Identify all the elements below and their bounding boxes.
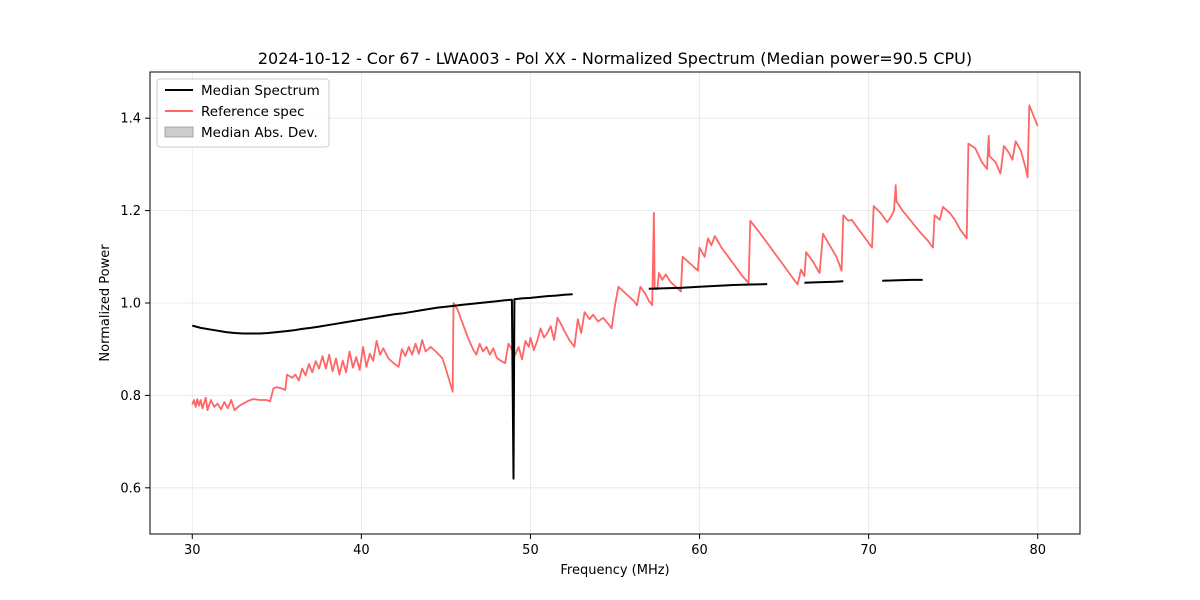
x-tick-label: 50 (522, 543, 539, 558)
grid (150, 72, 1080, 534)
y-tick-label: 1.0 (120, 297, 141, 312)
legend: Median Spectrum Reference spec Median Abs.… (156, 78, 330, 148)
series-line (192, 293, 573, 480)
y-axis-label: Normalized Power (98, 244, 113, 362)
y-tick-label: 0.6 (120, 481, 141, 496)
y-tick-label: 0.8 (120, 389, 141, 404)
x-tick-label: 60 (691, 543, 708, 558)
y-tick-label: 1.4 (120, 112, 141, 127)
legend-label-median-abs-dev-: Median Abs. Dev. (201, 125, 318, 141)
series-line (882, 278, 923, 282)
x-tick-label: 40 (353, 543, 370, 558)
ticks: 30 40 50 60 70 80 0.6 0.8 1.0 1.2 1.4 (120, 112, 1046, 558)
legend-label-median-spectrum: Median Spectrum (201, 83, 320, 99)
legend-box (156, 78, 330, 148)
series-median-spectrum (192, 278, 923, 480)
chart-title: 2024-10-12 - Cor 67 - LWA003 - Pol XX - … (258, 49, 972, 68)
x-tick-label: 30 (184, 543, 201, 558)
series-reference-spec (191, 104, 1039, 412)
series-line (648, 283, 768, 290)
legend-label-reference-spec: Reference spec (201, 104, 305, 120)
x-tick-label: 70 (860, 543, 877, 558)
x-tick-label: 80 (1029, 543, 1046, 558)
series-line (191, 104, 1039, 412)
y-tick-label: 1.2 (120, 204, 141, 219)
x-axis-label: Frequency (MHz) (560, 563, 669, 578)
legend-swatch-median-abs-dev- (164, 126, 194, 138)
series-line (804, 280, 844, 284)
series-layer (191, 104, 1039, 480)
